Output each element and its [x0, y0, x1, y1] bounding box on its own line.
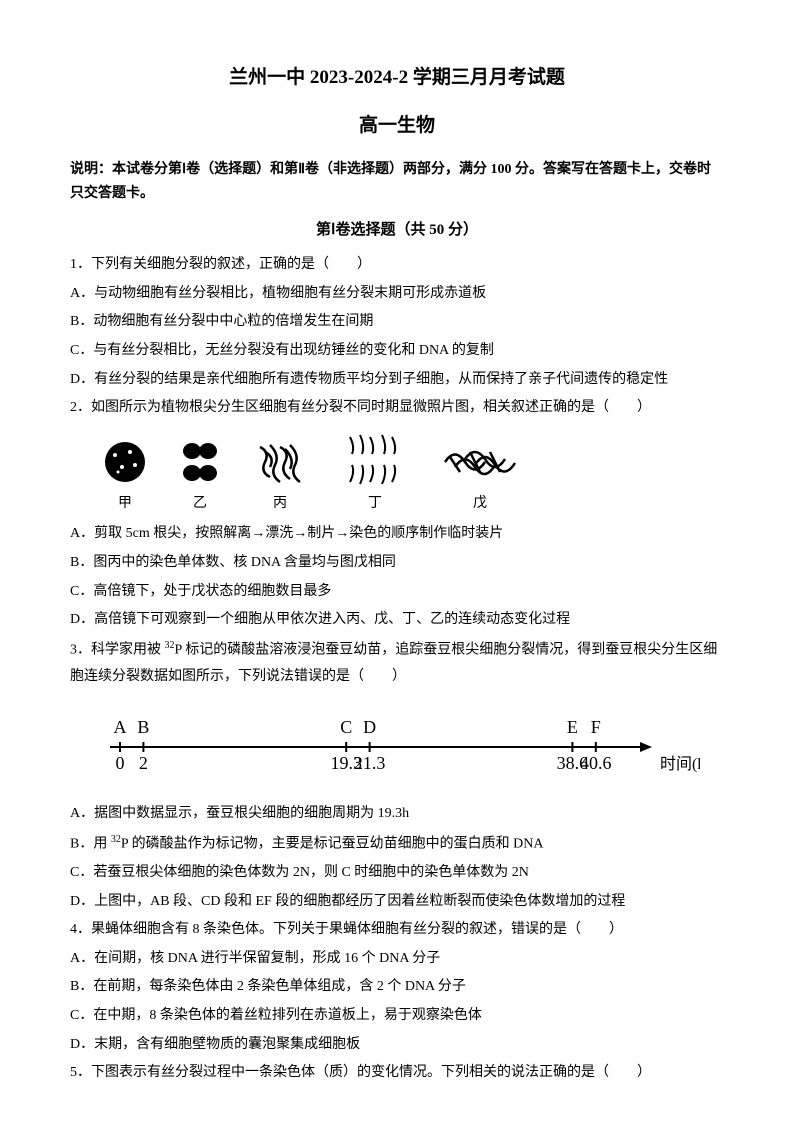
q1-option-a: A．与动物细胞有丝分裂相比，植物细胞有丝分裂末期可形成赤道板 — [70, 281, 724, 308]
question-1: 1．下列有关细胞分裂的叙述，正确的是（ ） — [70, 252, 724, 279]
svg-text:C: C — [340, 717, 352, 737]
q3b-pre: B．用 — [70, 837, 111, 852]
section-header: 第Ⅰ卷选择题（共 50 分） — [70, 216, 724, 245]
q3-option-b: B．用 32P 的磷酸盐作为标记物，主要是标记蚕豆幼苗细胞中的蛋白质和 DNA — [70, 830, 724, 858]
q1-option-d: D．有丝分裂的结果是亲代细胞所有遗传物质平均分到子细胞，从而保持了亲子代间遗传的… — [70, 367, 724, 394]
question-3: 3．科学家用被 32P 标记的磷酸盐溶液浸泡蚕豆幼苗，追踪蚕豆根尖细胞分裂情况，… — [70, 636, 724, 691]
cell-icon — [440, 437, 520, 487]
q3b-sup: 32 — [111, 834, 121, 845]
q3-option-a: A．据图中数据显示，蚕豆根尖细胞的细胞周期为 19.3h — [70, 801, 724, 828]
q3b-post: P 的磷酸盐作为标记物，主要是标记蚕豆幼苗细胞中的蛋白质和 DNA — [121, 837, 544, 852]
cell-icon — [340, 432, 410, 487]
title-sub: 高一生物 — [70, 108, 724, 144]
svg-text:E: E — [567, 717, 578, 737]
q3-option-d: D．上图中，AB 段、CD 段和 EF 段的细胞都经历了因着丝粒断裂而使染色体数… — [70, 889, 724, 916]
svg-text:D: D — [363, 717, 376, 737]
q2-option-b: B．图丙中的染色单体数、核 DNA 含量均与图戊相同 — [70, 550, 724, 577]
figure-label: 丁 — [368, 491, 382, 518]
q2-option-d: D．高倍镜下可观察到一个细胞从甲依次进入丙、戊、丁、乙的连续动态变化过程 — [70, 607, 724, 634]
timeline-icon: A0B2C19.3D21.3E38.6F40.6时间(h) — [100, 707, 700, 777]
q1-option-c: C．与有丝分裂相比，无丝分裂没有出现纺锤丝的变化和 DNA 的复制 — [70, 338, 724, 365]
figure-label: 甲 — [118, 491, 132, 518]
figure-yi: 乙 — [180, 437, 220, 518]
question-2: 2．如图所示为植物根尖分生区细胞有丝分裂不同时期显微照片图，相关叙述正确的是（ … — [70, 395, 724, 422]
svg-text:B: B — [137, 717, 149, 737]
svg-text:40.6: 40.6 — [580, 753, 612, 773]
figure-label: 乙 — [193, 491, 207, 518]
figure-ding: 丁 — [340, 432, 410, 518]
figure-jia: 甲 — [100, 437, 150, 518]
q2-option-a: A．剪取 5cm 根尖，按照解离→漂洗→制片→染色的顺序制作临时装片 — [70, 521, 724, 548]
cell-icon — [100, 437, 150, 487]
q4-option-b: B．在前期，每条染色体由 2 条染色单体组成，含 2 个 DNA 分子 — [70, 974, 724, 1001]
question-5: 5．下图表示有丝分裂过程中一条染色体（质）的变化情况。下列相关的说法正确的是（ … — [70, 1060, 724, 1087]
instruction-text: 说明：本试卷分第Ⅰ卷（选择题）和第Ⅱ卷（非选择题）两部分，满分 100 分。答案… — [70, 158, 724, 206]
q2-option-c: C．高倍镜下，处于戊状态的细胞数目最多 — [70, 579, 724, 606]
q3-timeline: A0B2C19.3D21.3E38.6F40.6时间(h) — [70, 693, 724, 802]
question-4: 4．果蝇体细胞含有 8 条染色体。下列关于果蝇体细胞有丝分裂的叙述，错误的是（ … — [70, 917, 724, 944]
q3-text-pre: 3．科学家用被 — [70, 642, 165, 657]
svg-text:F: F — [591, 717, 601, 737]
figure-wu: 戊 — [440, 437, 520, 518]
cell-icon — [250, 437, 310, 487]
svg-text:0: 0 — [116, 753, 125, 773]
q4-option-d: D．末期，含有细胞壁物质的囊泡聚集成细胞板 — [70, 1032, 724, 1059]
cell-icon — [180, 437, 220, 487]
q3-sup: 32 — [165, 640, 175, 651]
figure-label: 戊 — [473, 491, 487, 518]
title-main: 兰州一中 2023-2024-2 学期三月月考试题 — [70, 60, 724, 96]
figure-bing: 丙 — [250, 437, 310, 518]
svg-text:A: A — [114, 717, 127, 737]
q4-option-c: C．在中期，8 条染色体的着丝粒排列在赤道板上，易于观察染色体 — [70, 1003, 724, 1030]
q2-figure: 甲 乙 丙 — [70, 424, 724, 522]
q3-option-c: C．若蚕豆根尖体细胞的染色体数为 2N，则 C 时细胞中的染色单体数为 2N — [70, 860, 724, 887]
svg-text:21.3: 21.3 — [354, 753, 386, 773]
q4-option-a: A．在间期，核 DNA 进行半保留复制，形成 16 个 DNA 分子 — [70, 946, 724, 973]
q1-option-b: B．动物细胞有丝分裂中中心粒的倍增发生在间期 — [70, 309, 724, 336]
figure-label: 丙 — [273, 491, 287, 518]
svg-text:时间(h): 时间(h) — [660, 755, 700, 773]
svg-text:2: 2 — [139, 753, 148, 773]
